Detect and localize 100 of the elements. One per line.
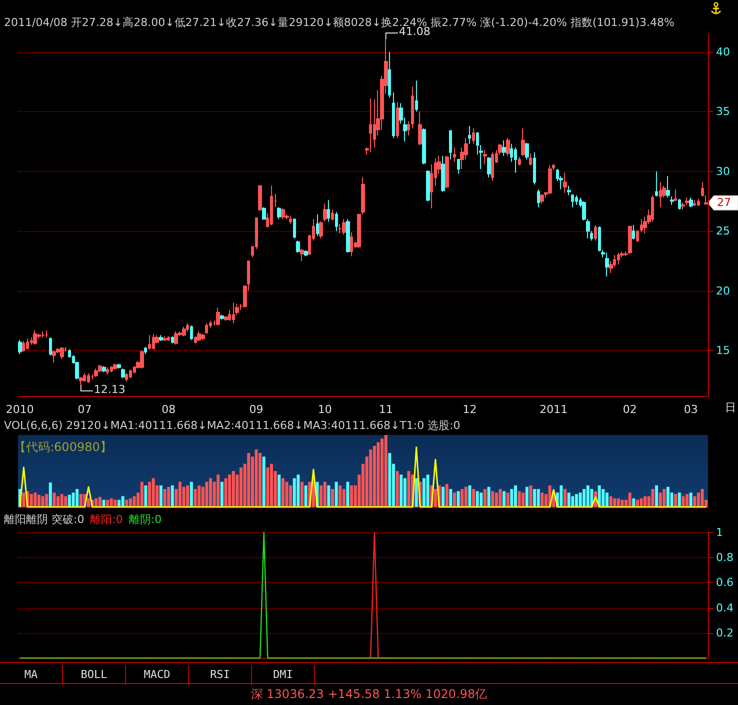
candlestick [655,170,658,197]
bar [190,482,193,507]
y-tick-label: 0.2 [716,626,734,640]
bar [494,492,498,507]
bar [529,485,532,507]
candlestick [468,125,471,144]
bar [254,449,258,507]
bar [696,492,700,507]
candlestick [167,336,170,342]
x-tick-label: 2011 [540,403,568,416]
candlestick [300,248,304,262]
bar [666,486,670,507]
candlestick [685,197,689,206]
candlestick [689,197,693,208]
text: MA [0,665,63,685]
candlestick [171,336,174,344]
bar [682,496,685,507]
candlestick [182,326,186,337]
candlestick [277,206,281,220]
candlestick [491,152,494,182]
candlestick [319,221,323,239]
bar [334,482,338,507]
bar [414,478,418,507]
candlestick [350,232,353,257]
candlestick [220,314,224,320]
candlestick [335,212,338,232]
bar [140,482,144,507]
y-tick-label: 15 [716,344,730,358]
candlestick [159,334,163,342]
bar [536,489,540,507]
bar [278,474,281,507]
candlestick [316,214,319,236]
candlestick [262,206,266,220]
bar [693,496,696,507]
bar [522,492,525,507]
candlestick [45,330,48,338]
bar [571,496,574,507]
bar [518,491,521,507]
text: 深 13036.23 +145.58 1.13% 1020.98亿 [250,686,488,703]
candlestick [110,366,113,373]
bar [403,478,406,507]
candlestick [258,185,262,212]
candlestick [617,252,620,266]
candlestick [441,155,445,192]
bar [586,485,590,507]
bar [452,492,456,507]
bar [350,485,354,507]
y-tick-label: 0.8 [716,551,734,564]
candlestick [502,140,506,156]
candlestick [521,128,525,156]
bar [628,492,632,507]
candlestick [190,325,193,340]
x-tick-label: 07 [78,403,92,416]
bar [128,498,132,507]
bar [289,485,292,507]
bar [178,482,182,507]
bar [224,478,228,507]
candlestick [506,137,510,156]
candlestick [18,339,22,355]
text: 27 [717,196,731,209]
y-tick-label: 0.6 [716,576,734,590]
bar [106,500,110,507]
candlestick [632,224,635,240]
candlestick [563,172,567,194]
candlestick [33,330,37,346]
candlestick [548,164,552,195]
bar [216,474,220,507]
bar [540,492,544,507]
bar [613,498,616,507]
candlestick [304,250,308,257]
bar [79,494,82,507]
candlestick [396,102,399,138]
bar [68,494,71,507]
x-tick-label: 03 [684,403,698,416]
candlestick [102,366,106,373]
bar [320,485,323,507]
candlestick [697,198,700,207]
bar [609,496,612,507]
bar [651,489,654,507]
bar [170,485,174,507]
y-tick-label: 0.4 [716,601,734,614]
bar [205,482,208,507]
candlestick [148,334,151,350]
bar [605,492,608,507]
text: 離阴:0 [128,513,162,526]
bar [266,467,270,507]
bar [34,492,37,507]
candlestick [205,322,208,334]
bar [186,485,190,507]
bar [574,494,578,507]
bar [525,486,528,507]
annotation: 12.13 [94,382,126,396]
candlestick [518,156,521,166]
candlestick [125,372,128,382]
y-tick-label: 35 [716,105,730,118]
bar [491,491,494,507]
x-tick-label: 11 [378,403,393,416]
bar [342,489,346,507]
candlestick [52,350,56,364]
bar [655,485,658,507]
